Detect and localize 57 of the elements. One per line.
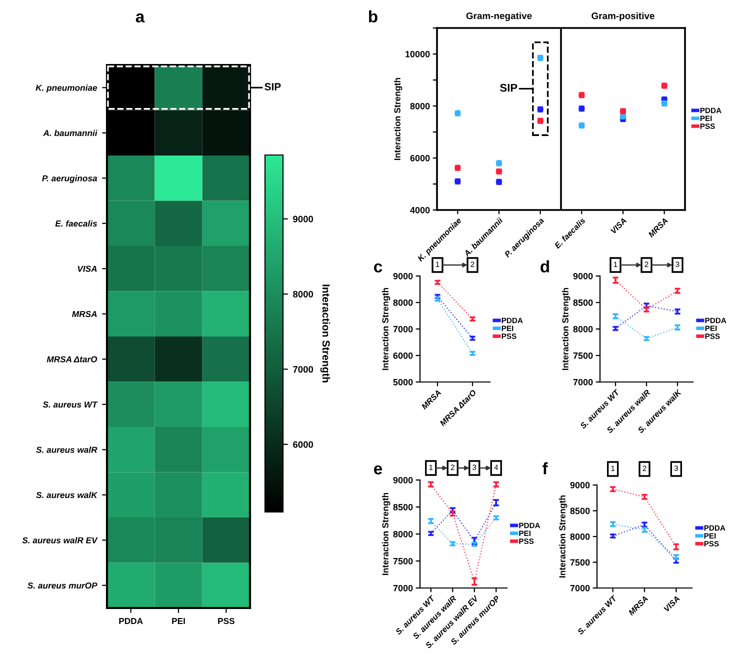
y-tick-label: 7000 <box>570 584 590 592</box>
y-tick-label: 9000 <box>393 476 413 484</box>
y-tick-label: 9000 <box>573 272 593 280</box>
y-tick-label: 7500 <box>570 559 590 566</box>
text: c <box>374 263 382 272</box>
annotation: SIP <box>500 84 518 92</box>
x-tick-label: PDDA <box>119 618 143 624</box>
y-tick-label: 10000 <box>406 50 430 58</box>
y-axis-title: Interaction Strength <box>562 288 570 370</box>
y-tick-label: MRSA <box>72 310 97 318</box>
y-tick-label: 7000 <box>393 326 413 332</box>
y-tick-label: 8500 <box>573 299 593 306</box>
text: f <box>542 462 548 474</box>
color-bar-label: 6000 <box>293 441 314 448</box>
color-bar-label: 9000 <box>293 216 314 222</box>
y-tick-label: 8500 <box>393 504 413 510</box>
y-tick-label: 6000 <box>410 154 430 162</box>
text: Gram-positive <box>592 12 654 22</box>
y-tick-label: 7500 <box>573 352 593 359</box>
y-tick-label: 8000 <box>393 530 413 538</box>
color-bar-title: Interaction Strength <box>320 284 330 382</box>
text: b <box>369 10 378 22</box>
text: a <box>136 13 145 22</box>
y-tick-label: A. baumannii <box>43 130 98 136</box>
y-tick-label: S. aureus walR <box>36 446 98 453</box>
y-tick-label: 8000 <box>410 102 430 110</box>
y-tick-label: 8000 <box>573 326 593 332</box>
y-tick-label: 7500 <box>393 558 413 564</box>
y-tick-label: 5000 <box>393 378 413 386</box>
text: Gram-negative <box>466 12 532 22</box>
y-axis-title: Interaction Strength <box>394 78 402 160</box>
y-tick-label: MRSA ΔtarO <box>46 356 98 362</box>
y-tick-label: P. aeruginosa <box>42 175 98 184</box>
y-tick-label: 8000 <box>570 533 590 540</box>
y-axis-title: Interaction Strength <box>382 288 390 370</box>
y-tick-label: K. pneumoniae <box>36 84 98 93</box>
text: e <box>374 465 382 474</box>
y-tick-label: 7000 <box>573 378 593 386</box>
text: d <box>540 260 549 272</box>
y-tick-label: S. aureus walK <box>36 492 98 498</box>
y-tick-label: 8500 <box>570 508 590 514</box>
y-tick-label: VISA <box>78 266 97 272</box>
color-bar-label: 7000 <box>293 366 314 373</box>
y-tick-label: 7000 <box>393 584 413 592</box>
y-axis-title: Interaction Strength <box>559 495 568 578</box>
y-tick-label: 9000 <box>393 272 413 280</box>
y-tick-label: 9000 <box>570 482 590 488</box>
x-tick-label: PSS <box>218 618 234 624</box>
text: SIP <box>264 83 281 90</box>
y-tick-label: 4000 <box>410 206 430 214</box>
y-tick-label: S. aureus murOP <box>28 582 98 589</box>
y-axis-title: Interaction Strength <box>382 492 390 575</box>
y-tick-label: 8000 <box>393 299 413 306</box>
color-bar-label: 8000 <box>293 290 314 298</box>
y-tick-label: 6000 <box>393 352 413 359</box>
x-tick-label: PEI <box>172 618 185 624</box>
y-tick-label: S. aureus walR EV <box>22 537 98 544</box>
